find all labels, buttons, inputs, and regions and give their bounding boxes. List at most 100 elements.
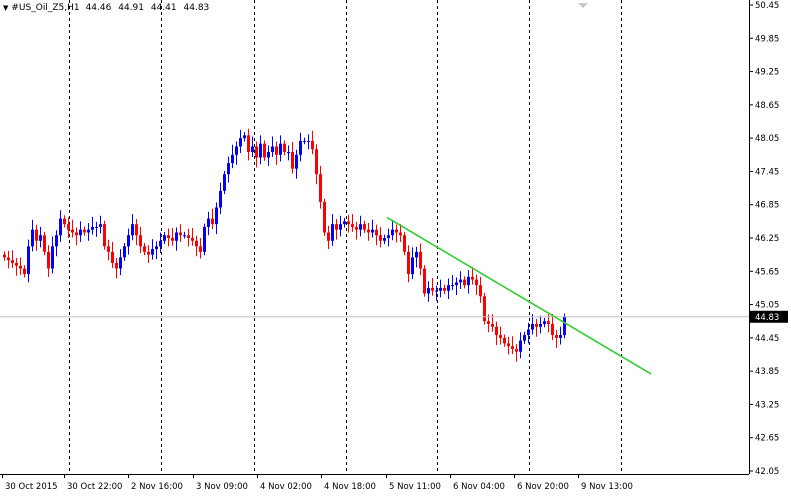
candle	[255, 141, 258, 168]
candle-body	[491, 323, 494, 327]
candle-body	[343, 221, 346, 225]
candle-body	[83, 229, 86, 233]
candle	[523, 331, 526, 344]
candle-body	[183, 235, 186, 237]
candle	[243, 132, 246, 142]
candle-body	[39, 235, 42, 241]
time-label: 6 Nov 20:00	[517, 482, 569, 492]
candle-body	[79, 229, 82, 236]
candle	[143, 242, 146, 256]
candle-body	[383, 238, 386, 241]
candles	[3, 128, 566, 362]
candle-body	[167, 235, 170, 238]
candle-body	[387, 235, 390, 238]
candle	[295, 149, 298, 179]
candle-body	[539, 323, 542, 327]
candle	[359, 215, 362, 237]
candle	[199, 238, 202, 259]
candle-body	[403, 235, 406, 252]
candle-body	[439, 287, 442, 291]
candle	[231, 144, 234, 169]
candle	[343, 218, 346, 228]
candle-body	[323, 201, 326, 233]
candle	[355, 221, 358, 240]
candle-body	[475, 279, 478, 286]
candle-body	[207, 218, 210, 227]
candle	[215, 202, 218, 235]
candle-body	[7, 257, 10, 261]
price-axis: 50.45 49.85 49.25 48.65 48.05 47.45 46.85 46.25…	[749, 1, 779, 477]
candle	[279, 135, 282, 162]
candle-body	[127, 235, 130, 247]
candle-body	[267, 152, 270, 158]
candle-body	[455, 282, 458, 286]
chart-header: ▼ #US_Oil_Z5,H1 44.46 44.91 44.41 44.83	[3, 3, 213, 13]
candle	[463, 276, 466, 289]
candle	[103, 220, 106, 250]
price-label: 47.45	[755, 167, 779, 177]
candle-body	[307, 140, 310, 142]
candle	[439, 279, 442, 298]
candle-body	[59, 218, 62, 236]
candle-body	[463, 279, 466, 286]
scroll-marker-icon[interactable]	[578, 3, 588, 8]
candle	[451, 275, 454, 291]
candle-body	[91, 226, 94, 230]
candle	[455, 277, 458, 296]
candle-body	[63, 218, 66, 225]
candle-body	[215, 207, 218, 225]
candle	[547, 314, 550, 333]
candle	[403, 231, 406, 256]
price-label: 46.85	[755, 201, 779, 211]
candle-body	[75, 232, 78, 236]
candle	[331, 214, 334, 246]
candle-body	[443, 287, 446, 291]
candle-body	[523, 335, 526, 341]
candle	[95, 221, 98, 237]
time-label: 30 Oct 2015	[5, 482, 58, 492]
candle-body	[23, 268, 26, 275]
candle-body	[483, 296, 486, 322]
candle-body	[467, 276, 470, 286]
candle	[207, 211, 210, 236]
candle-body	[303, 140, 306, 142]
candle-body	[87, 229, 90, 233]
price-label: 46.25	[755, 234, 779, 244]
candle-body	[199, 246, 202, 252]
candle	[123, 242, 126, 261]
candle	[59, 210, 62, 242]
candle	[159, 232, 162, 253]
candle-body	[367, 229, 370, 233]
candle	[87, 223, 90, 241]
triangle-down-icon[interactable]: ▼	[3, 4, 9, 12]
time-label: 3 Nov 09:00	[196, 482, 248, 492]
candle	[187, 228, 190, 247]
candle-body	[35, 229, 38, 241]
time-label: 2 Nov 16:00	[131, 482, 183, 492]
candle	[363, 220, 366, 234]
candle-body	[319, 174, 322, 202]
current-price-label: 44.83	[755, 313, 779, 323]
trendline[interactable]	[386, 216, 652, 375]
candle	[411, 247, 414, 280]
candle-body	[431, 287, 434, 291]
candle-body	[427, 287, 430, 294]
candle-body	[479, 285, 482, 297]
candle-body	[499, 335, 502, 338]
symbol-label: #US_Oil_Z5,H1	[11, 3, 80, 13]
candle	[395, 224, 398, 243]
candle	[535, 318, 538, 337]
candle-body	[283, 143, 286, 153]
candle	[339, 215, 342, 237]
candle	[323, 198, 326, 236]
candle	[203, 223, 206, 256]
candle	[527, 322, 530, 344]
candle-body	[19, 265, 22, 269]
candle-body	[551, 323, 554, 336]
candle-body	[399, 232, 402, 236]
candle	[271, 136, 274, 158]
candle-body	[95, 226, 98, 228]
candle-body	[271, 146, 274, 153]
